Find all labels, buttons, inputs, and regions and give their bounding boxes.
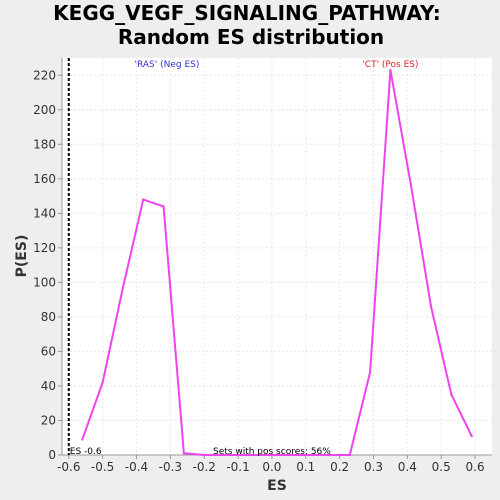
y-tick-label: 20 (41, 413, 56, 427)
y-tick-label: 140 (33, 206, 56, 220)
data-point (101, 381, 104, 384)
y-tick-label: 60 (41, 344, 56, 358)
data-point (450, 393, 453, 396)
x-tick-label: 0.4 (398, 460, 417, 474)
data-point (470, 434, 473, 438)
data-point (162, 205, 165, 208)
x-tick-label: -0.2 (192, 460, 215, 474)
y-tick-label: 100 (33, 275, 56, 289)
axes: -0.6 -0.5 -0.4 -0.3 -0.2 -0.1 0.0 0.1 0.2 0.3 0.4 0… (33, 58, 492, 474)
x-tick-label: -0.4 (125, 460, 148, 474)
x-tick-label: 0.3 (364, 460, 383, 474)
x-tick-label: 0.0 (262, 460, 281, 474)
y-tick-label: 180 (33, 137, 56, 151)
y-tick-label: 0 (48, 448, 56, 462)
data-point (203, 453, 206, 457)
y-tick-label: 40 (41, 379, 56, 393)
data-point (328, 453, 331, 457)
y-tick-label: 80 (41, 310, 56, 324)
data-point (348, 453, 351, 457)
es-marker-label: ES -0.6 (70, 447, 102, 457)
x-tick-label: -0.5 (91, 460, 114, 474)
y-axis-label: P(ES) (14, 235, 30, 278)
y-tick-label: 200 (33, 103, 56, 117)
x-axis-label: ES (267, 478, 287, 494)
x-tick-label: -0.3 (159, 460, 182, 474)
data-point (429, 305, 433, 308)
data-point (409, 182, 412, 186)
data-point (368, 370, 372, 374)
data-point (121, 286, 125, 289)
x-tick-label: 0.6 (466, 460, 485, 474)
chart-title-line1: KEGG_VEGF_SIGNALING_PATHWAY: (53, 1, 441, 25)
data-point (389, 68, 392, 72)
pos-es-label: 'CT' (Pos ES) (362, 60, 418, 70)
series-line (81, 69, 473, 456)
neg-es-label: 'RAS' (Neg ES) (135, 60, 200, 70)
x-tick-label: 0.2 (330, 460, 349, 474)
data-point (270, 453, 274, 457)
x-tick-label: 0.1 (296, 460, 315, 474)
x-tick-label: -0.1 (226, 460, 249, 474)
y-tick-label: 160 (33, 172, 56, 186)
x-tick-label: -0.6 (57, 460, 80, 474)
x-tick-label: 0.5 (432, 460, 451, 474)
chart-title-line2: Random ES distribution (118, 25, 384, 49)
data-point (182, 452, 186, 455)
plot-area (62, 58, 492, 455)
pos-scores-annotation: Sets with pos scores: 56% (213, 447, 331, 457)
series-layer (81, 68, 473, 457)
y-tick-label: 220 (33, 68, 56, 82)
y-tick-label: 120 (33, 241, 56, 255)
data-point (81, 438, 84, 441)
data-point (142, 198, 145, 201)
